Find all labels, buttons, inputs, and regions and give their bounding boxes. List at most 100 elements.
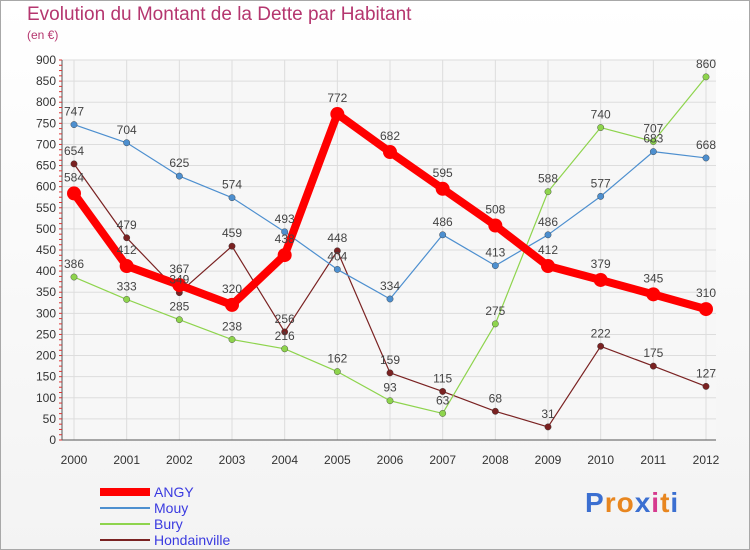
data-point-angy bbox=[541, 259, 555, 274]
series-lines bbox=[67, 73, 713, 431]
data-label-mouy: 334 bbox=[380, 279, 400, 293]
data-point-mouy bbox=[70, 121, 78, 129]
data-point-angy bbox=[488, 218, 503, 233]
data-label-hondainville: 175 bbox=[643, 346, 663, 360]
data-label-hondainville: 459 bbox=[222, 226, 242, 240]
data-point-hondainville bbox=[70, 160, 78, 168]
data-label-angy: 345 bbox=[643, 271, 663, 285]
data-point-bury bbox=[228, 336, 236, 343]
data-point-bury bbox=[123, 295, 131, 303]
data-label-mouy: 493 bbox=[275, 212, 295, 226]
data-point-mouy bbox=[281, 228, 289, 236]
data-point-bury bbox=[702, 73, 710, 81]
data-label-bury: 162 bbox=[327, 352, 347, 366]
brand-logo: Proxiti bbox=[585, 487, 679, 519]
y-tick-label: 50 bbox=[43, 412, 57, 426]
data-point-angy bbox=[67, 186, 81, 201]
data-point-angy bbox=[277, 248, 292, 263]
x-tick-label: 2012 bbox=[693, 453, 720, 467]
data-point-bury bbox=[281, 345, 289, 353]
legend-swatch-hondainville bbox=[100, 539, 150, 541]
grid bbox=[62, 59, 716, 441]
legend-label-angy: ANGY bbox=[154, 484, 194, 500]
data-label-bury: 386 bbox=[64, 257, 84, 271]
data-label-bury: 285 bbox=[169, 300, 189, 314]
data-point-angy bbox=[383, 145, 397, 160]
data-point-angy bbox=[593, 272, 608, 287]
data-label-hondainville: 127 bbox=[696, 366, 716, 380]
x-tick-label: 2009 bbox=[535, 453, 562, 467]
legend-swatch-mouy bbox=[100, 507, 150, 509]
data-label-mouy: 486 bbox=[433, 215, 453, 229]
data-point-mouy bbox=[491, 262, 499, 270]
data-label-angy: 595 bbox=[433, 166, 453, 180]
y-tick-label: 800 bbox=[36, 95, 56, 109]
y-tick-label: 100 bbox=[36, 391, 56, 405]
x-tick-label: 2000 bbox=[61, 453, 88, 467]
data-point-hondainville bbox=[544, 423, 552, 431]
data-point-bury bbox=[333, 368, 341, 375]
data-point-hondainville bbox=[702, 382, 710, 390]
data-label-bury: 238 bbox=[222, 320, 242, 334]
data-point-hondainville bbox=[281, 328, 289, 336]
data-point-angy bbox=[435, 181, 450, 196]
x-tick-label: 2006 bbox=[377, 453, 404, 467]
data-label-hondainville: 222 bbox=[591, 326, 611, 340]
x-tick-label: 2008 bbox=[482, 453, 509, 467]
data-point-mouy bbox=[597, 192, 605, 200]
y-tick-label: 650 bbox=[36, 159, 56, 173]
y-tick-label: 400 bbox=[36, 264, 56, 278]
data-label-hondainville: 115 bbox=[433, 371, 452, 385]
brand-letter: t bbox=[660, 487, 671, 518]
y-tick-label: 200 bbox=[36, 349, 56, 363]
y-tick-label: 300 bbox=[36, 306, 56, 320]
data-point-angy bbox=[646, 287, 661, 302]
x-tick-label: 2005 bbox=[324, 453, 351, 467]
data-point-hondainville bbox=[649, 362, 657, 370]
data-label-angy: 438 bbox=[275, 232, 295, 246]
data-label-angy: 412 bbox=[117, 243, 137, 257]
data-label-mouy: 404 bbox=[327, 249, 347, 263]
data-point-angy bbox=[119, 259, 134, 274]
data-point-bury bbox=[175, 316, 183, 324]
data-point-bury bbox=[544, 188, 552, 196]
data-label-angy: 772 bbox=[327, 91, 347, 105]
data-label-bury: 275 bbox=[485, 304, 505, 318]
data-point-mouy bbox=[439, 231, 447, 239]
data-label-bury: 707 bbox=[643, 121, 663, 135]
brand-letter: r bbox=[604, 487, 617, 518]
x-tick-label: 2011 bbox=[640, 453, 666, 467]
data-label-bury: 63 bbox=[436, 393, 450, 407]
data-label-angy: 412 bbox=[538, 243, 558, 257]
data-label-bury: 216 bbox=[275, 329, 295, 343]
data-label-hondainville: 31 bbox=[541, 407, 555, 421]
data-point-bury bbox=[70, 273, 78, 281]
brand-letter: o bbox=[616, 487, 635, 518]
data-label-mouy: 704 bbox=[117, 123, 137, 137]
y-tick-label: 750 bbox=[36, 116, 56, 130]
chart-subtitle: (en €) bbox=[27, 28, 59, 42]
data-point-angy bbox=[330, 107, 345, 122]
data-label-hondainville: 654 bbox=[64, 144, 84, 158]
data-label-angy: 310 bbox=[696, 286, 716, 300]
brand-letter: P bbox=[585, 487, 605, 518]
data-label-bury: 588 bbox=[538, 172, 558, 186]
data-point-bury bbox=[649, 138, 657, 145]
data-point-hondainville bbox=[333, 247, 341, 255]
data-point-angy bbox=[172, 278, 187, 293]
data-label-mouy: 577 bbox=[591, 176, 611, 190]
y-tick-label: 350 bbox=[36, 285, 56, 299]
data-label-angy: 379 bbox=[591, 257, 611, 271]
y-tick-label: 500 bbox=[36, 222, 56, 236]
data-point-mouy bbox=[544, 231, 552, 239]
data-point-mouy bbox=[333, 266, 341, 273]
x-tick-label: 2003 bbox=[219, 453, 246, 467]
y-tick-label: 850 bbox=[36, 74, 56, 88]
data-point-hondainville bbox=[597, 342, 605, 350]
legend-label-hondainville: Hondainville bbox=[154, 532, 231, 548]
data-point-mouy bbox=[228, 194, 236, 202]
data-labels: 584 412 367 320 438 772 682 595 508 412 379 345 310 7… bbox=[64, 57, 716, 421]
legend-label-bury: Bury bbox=[154, 516, 183, 532]
brand-letter: i bbox=[651, 487, 661, 518]
data-point-hondainville bbox=[228, 242, 236, 250]
